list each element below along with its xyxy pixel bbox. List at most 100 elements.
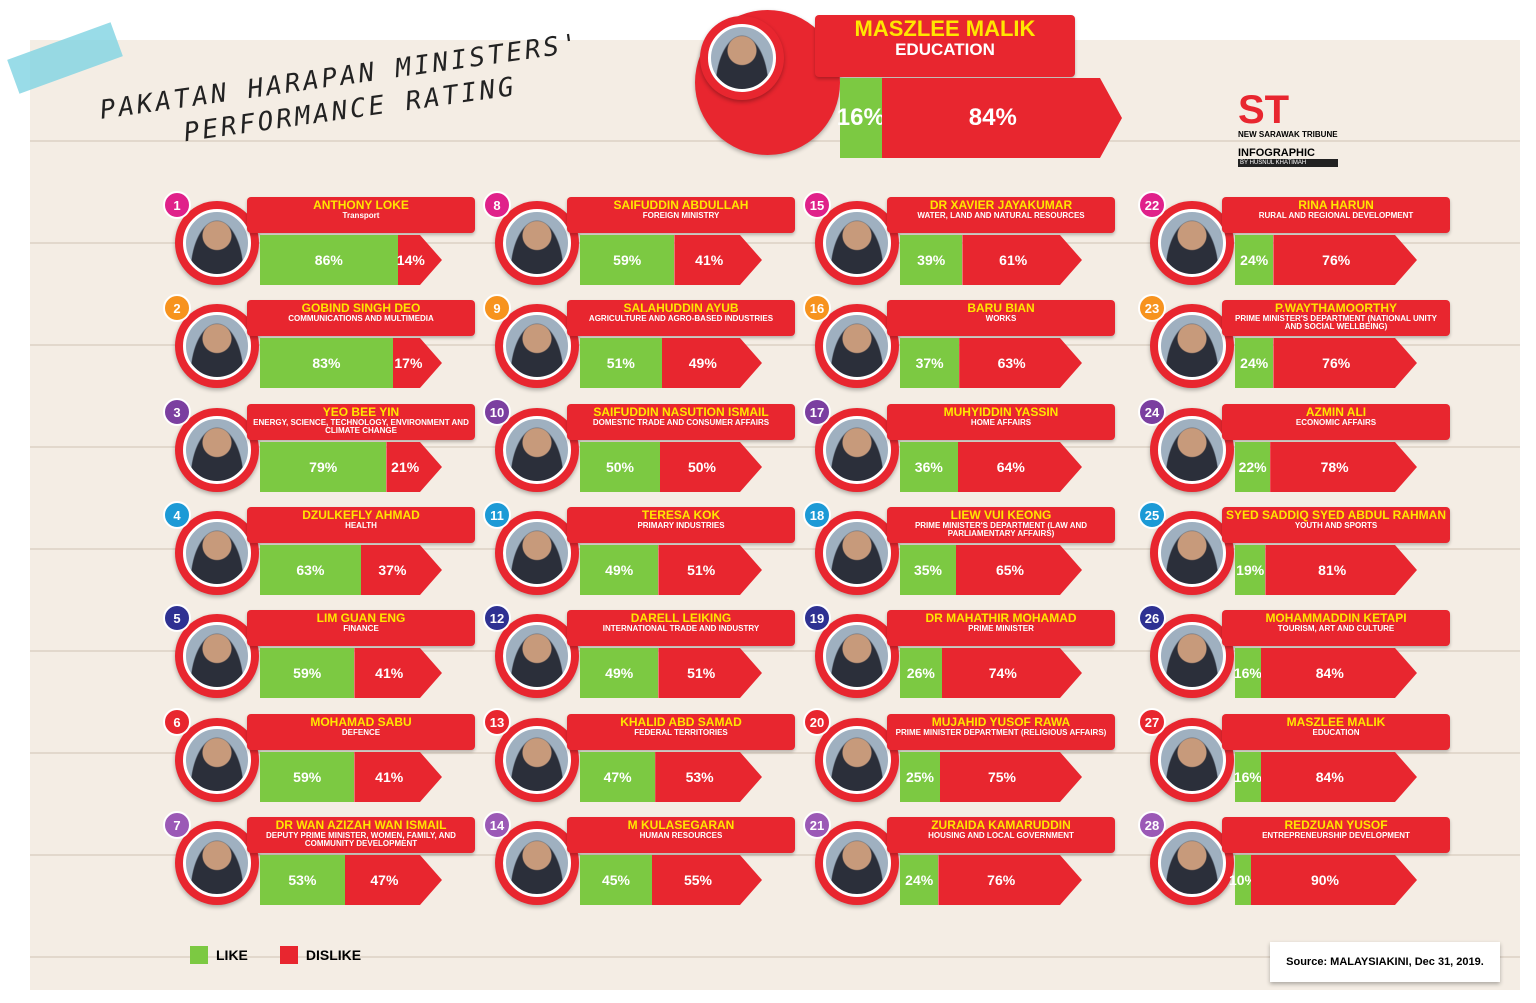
- portfolio: PRIME MINISTER DEPARTMENT (RELIGIOUS AFF…: [895, 728, 1107, 737]
- like-bar: 79%: [260, 442, 387, 492]
- banner: KHALID ABD SAMAD FEDERAL TERRITORIES: [567, 714, 795, 750]
- minister-name: BARU BIAN: [967, 301, 1035, 315]
- photo: [815, 511, 899, 595]
- dislike-bar: 21%: [386, 442, 442, 492]
- photo: [1150, 408, 1234, 492]
- dislike-bar: 47%: [345, 855, 442, 905]
- minister-card: MOHAMMADDIN KETAPI TOURISM, ART AND CULTU…: [1138, 604, 1460, 708]
- banner: ANTHONY LOKE Transport: [247, 197, 475, 233]
- photo: [495, 821, 579, 905]
- minister-card: REDZUAN YUSOF ENTREPRENEURSHIP DEVELOPMEN…: [1138, 811, 1460, 915]
- minister-name: REDZUAN YUSOF: [1284, 818, 1388, 832]
- photo: [815, 201, 899, 285]
- minister-card: MASZLEE MALIK EDUCATION 16% 84% 27: [1138, 708, 1460, 812]
- minister-name: DARELL LEIKING: [630, 611, 732, 625]
- rank-badge: 20: [803, 708, 831, 736]
- rank-badge: 4: [163, 501, 191, 529]
- like-bar: 24%: [1235, 235, 1274, 285]
- source: Source: MALAYSIAKINI, Dec 31, 2019.: [1270, 942, 1500, 982]
- minister-name: ZURAIDA KAMARUDDIN: [931, 818, 1071, 832]
- like-bar: 59%: [580, 235, 675, 285]
- portfolio: DOMESTIC TRADE AND CONSUMER AFFAIRS: [592, 418, 770, 427]
- minister-card: P.WAYTHAMOORTHY PRIME MINISTER'S DEPARTME…: [1138, 294, 1460, 398]
- minister-name: LIM GUAN ENG: [316, 611, 406, 625]
- minister-name: AZMIN ALI: [1305, 405, 1367, 419]
- like-bar: 49%: [580, 545, 659, 595]
- portfolio: EDUCATION: [895, 40, 995, 59]
- like-bar: 22%: [1235, 442, 1271, 492]
- portfolio: HEALTH: [345, 521, 377, 530]
- minister-name: DZULKEFLY AHMAD: [302, 508, 420, 522]
- brand: ST NEW SARAWAK TRIBUNE INFOGRAPHIC BY HU…: [1238, 90, 1338, 167]
- minister-name: SALAHUDDIN AYUB: [623, 301, 739, 315]
- banner: BARU BIAN WORKS: [887, 300, 1115, 336]
- photo: [1150, 614, 1234, 698]
- portfolio: INTERNATIONAL TRADE AND INDUSTRY: [602, 624, 760, 633]
- dislike-bar: 64%: [958, 442, 1082, 492]
- photo: [495, 614, 579, 698]
- legend: LIKE DISLIKE: [190, 946, 361, 964]
- photo: [175, 408, 259, 492]
- minister-name: MASZLEE MALIK: [1286, 715, 1386, 729]
- rating-bar: 25% 75%: [900, 752, 1082, 802]
- like-bar: 51%: [580, 338, 662, 388]
- rating-bar: 24% 76%: [1235, 235, 1417, 285]
- portfolio: COMMUNICATIONS AND MULTIMEDIA: [288, 314, 434, 323]
- rank-badge: 18: [803, 501, 831, 529]
- rating-bar: 16% 84%: [1234, 648, 1417, 698]
- rating-bar: 53% 47%: [260, 855, 442, 905]
- dislike-bar: 76%: [938, 855, 1082, 905]
- portfolio: FEDERAL TERRITORIES: [634, 728, 728, 737]
- banner: REDZUAN YUSOF ENTREPRENEURSHIP DEVELOPMEN…: [1222, 817, 1450, 853]
- rating-bar: 16% 84%: [837, 78, 1122, 158]
- brand-author: BY HUSNUL KHATIMAH: [1238, 159, 1338, 167]
- photo: [495, 408, 579, 492]
- dislike-bar: 41%: [674, 235, 762, 285]
- dislike-bar: 74%: [942, 648, 1082, 698]
- rating-bar: 26% 74%: [900, 648, 1082, 698]
- dislike-bar: 51%: [658, 545, 762, 595]
- photo: [1150, 201, 1234, 285]
- portfolio: PRIME MINISTER: [968, 624, 1034, 633]
- rating-bar: 16% 84%: [1234, 752, 1417, 802]
- dislike-bar: 55%: [652, 855, 762, 905]
- like-bar: 16%: [837, 78, 885, 158]
- rating-bar: 47% 53%: [580, 752, 762, 802]
- photo: [495, 511, 579, 595]
- minister-card: RINA HARUN RURAL AND REGIONAL DEVELOPMENT…: [1138, 191, 1460, 295]
- like-bar: 47%: [580, 752, 656, 802]
- brand-logo: ST: [1238, 88, 1290, 132]
- banner: DZULKEFLY AHMAD HEALTH: [247, 507, 475, 543]
- like-bar: 24%: [1235, 338, 1274, 388]
- banner: M KULASEGARAN HUMAN RESOURCES: [567, 817, 795, 853]
- minister-name: TERESA KOK: [641, 508, 721, 522]
- minister-card: BARU BIAN WORKS 37% 63% 16: [803, 294, 1125, 398]
- rank-badge: 15: [803, 191, 831, 219]
- rank-badge: 11: [483, 501, 511, 529]
- minister-name: MOHAMAD SABU: [310, 715, 412, 729]
- minister-name: P.WAYTHAMOORTHY: [1274, 301, 1397, 315]
- banner: LIEW VUI KEONG PRIME MINISTER'S DEPARTMEN…: [887, 507, 1115, 543]
- rank-badge: 6: [163, 708, 191, 736]
- legend-swatch: [190, 946, 208, 964]
- photo: [815, 408, 899, 492]
- portfolio: PRIMARY INDUSTRIES: [637, 521, 725, 530]
- rating-bar: 37% 63%: [900, 338, 1082, 388]
- like-bar: 26%: [900, 648, 942, 698]
- banner: SAIFUDDIN ABDULLAH FOREIGN MINISTRY: [567, 197, 795, 233]
- like-bar: 39%: [900, 235, 963, 285]
- featured: MASZLEE MALIK EDUCATION 16% 84%: [690, 10, 1190, 160]
- rating-bar: 24% 76%: [1235, 338, 1417, 388]
- portfolio: ENTREPRENEURSHIP DEVELOPMENT: [1262, 831, 1410, 840]
- minister-name: M KULASEGARAN: [627, 818, 735, 832]
- minister-card: SALAHUDDIN AYUB AGRICULTURE AND AGRO-BASE…: [483, 294, 805, 398]
- portfolio: HOME AFFAIRS: [970, 418, 1032, 427]
- banner: SYED SADDIQ SYED ABDUL RAHMAN YOUTH AND S…: [1222, 507, 1450, 543]
- like-bar: 63%: [260, 545, 361, 595]
- legend-swatch: [279, 946, 298, 964]
- like-bar: 49%: [580, 648, 659, 698]
- brand-kind: INFOGRAPHIC: [1238, 147, 1315, 159]
- dislike-bar: 84%: [1261, 752, 1417, 802]
- rating-bar: 22% 78%: [1235, 442, 1417, 492]
- like-bar: 25%: [900, 752, 940, 802]
